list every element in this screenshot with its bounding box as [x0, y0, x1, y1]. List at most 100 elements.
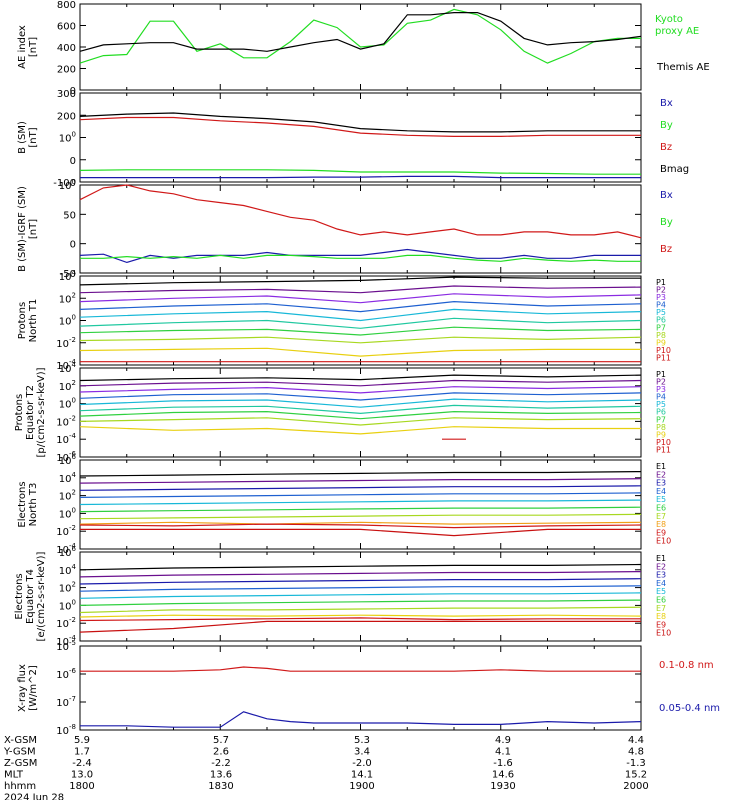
y-axis-label: Equator T2	[25, 385, 36, 440]
y-tick-label: 50	[63, 210, 76, 221]
series-line	[79, 398, 642, 408]
legend-entry: E10	[656, 537, 671, 546]
y-tick-label: 100	[59, 314, 76, 328]
legend-entry: P11	[656, 445, 671, 454]
series-line	[79, 492, 642, 498]
legend-entry: P5	[656, 308, 666, 317]
y-axis-label: Protons	[14, 394, 25, 431]
ephemeris-value: 1800	[69, 781, 94, 792]
y-axis-label: B (SM)	[17, 121, 28, 154]
panel-frame	[79, 184, 642, 274]
legend-entry: P5	[656, 400, 666, 409]
legend-entry: E6	[656, 504, 666, 513]
ephemeris-value: -2.4	[72, 758, 92, 769]
legend-entry: P10	[656, 438, 671, 447]
series-line	[79, 617, 641, 622]
ephemeris-value: 1830	[208, 781, 233, 792]
series-line	[79, 374, 642, 382]
ephemeris-row-label: X-GSM	[4, 735, 37, 746]
legend-entry: Bx	[660, 190, 673, 201]
ephemeris-value: -2.0	[352, 758, 372, 769]
ephemeris-value: 1930	[490, 781, 515, 792]
ephemeris-value: 5.7	[213, 735, 229, 746]
legend-entry: E6	[656, 596, 666, 605]
panel-legend: 0.1-0.8 nm 0.05-0.4 nm	[659, 660, 720, 714]
y-tick-label: 10-4	[56, 432, 76, 446]
y-axis-label: North T1	[28, 299, 39, 343]
series-line	[79, 379, 642, 387]
series-line	[79, 606, 642, 614]
series-line	[79, 521, 642, 525]
series-line	[79, 248, 641, 264]
y-tick-label: 102	[59, 379, 76, 393]
legend-entry: Kyoto	[655, 14, 683, 25]
y-tick-label: 106	[59, 545, 77, 559]
legend-entry: P11	[656, 353, 671, 362]
y-tick-label: 106	[59, 453, 77, 467]
series-line	[79, 285, 642, 294]
legend-entry: E5	[656, 495, 666, 504]
ephemeris-value: 13.0	[71, 770, 93, 781]
y-axis-label: North T3	[28, 483, 39, 527]
legend-entry: P3	[656, 385, 666, 394]
legend-entry: E9	[656, 528, 666, 537]
series-line	[79, 410, 642, 420]
ephemeris-value: 5.3	[354, 735, 370, 746]
legend-entry: E8	[656, 520, 666, 529]
legend-entry: E2	[656, 470, 666, 479]
ephemeris-value: 3.4	[354, 747, 370, 758]
legend-entry: P9	[656, 430, 666, 439]
y-tick-label: 10-2	[56, 414, 76, 428]
panel-frame	[79, 645, 642, 731]
series-line	[80, 711, 642, 728]
series-line	[79, 386, 642, 394]
y-axis-label: [nT]	[28, 127, 39, 147]
y-tick-label: 300	[57, 89, 76, 100]
legend-entry: E3	[656, 571, 666, 580]
legend-entry: E5	[656, 587, 666, 596]
series-line	[79, 578, 642, 585]
y-tick-label: 102	[59, 291, 76, 305]
panel-legend: Bx By Bz Bmag	[660, 98, 689, 175]
legend-entry: E9	[656, 620, 666, 629]
y-tick-label: 104	[59, 269, 77, 283]
series-line	[79, 184, 642, 239]
y-tick-label: -100	[53, 178, 76, 189]
legend-entry: E7	[656, 604, 666, 613]
y-tick-label: 0	[70, 86, 76, 97]
ephemeris-value: 15.2	[625, 770, 647, 781]
y-axis-label: Electrons	[17, 481, 28, 527]
ephemeris-value: 4.1	[495, 747, 511, 758]
legend-entry: Themis AE	[656, 62, 710, 73]
y-tick-label: 100	[59, 598, 76, 612]
series-line	[79, 426, 641, 435]
series-line	[79, 563, 642, 571]
y-axis-label: Protons	[17, 302, 28, 339]
y-tick-label: 800	[57, 0, 76, 11]
y-tick-label: 10-2	[56, 616, 76, 630]
series-line	[79, 506, 642, 513]
y-axis-label: X-ray flux	[17, 664, 28, 712]
series-line	[79, 293, 642, 304]
ephemeris-row-label: Y-GSM	[3, 747, 36, 758]
y-axis-label: [e/(cm2-s-sr-keV)]	[36, 551, 47, 641]
y-axis-label: AE index	[17, 25, 28, 69]
legend-entry: E1	[656, 462, 666, 471]
legend-entry: Bmag	[660, 164, 689, 175]
legend-entry: P8	[656, 331, 666, 340]
series-line	[79, 404, 642, 415]
ephemeris-value: 4.8	[628, 747, 644, 758]
y-tick-label: 104	[59, 563, 77, 577]
y-tick-label: 104	[59, 471, 77, 485]
y-axis-label: [nT]	[28, 37, 39, 57]
legend-entry: 0.1-0.8 nm	[659, 660, 714, 671]
ephemeris-value: 1900	[349, 781, 374, 792]
ephemeris-row-label: MLT	[4, 770, 24, 781]
legend-entry: By	[660, 217, 673, 228]
series-line	[79, 300, 642, 313]
